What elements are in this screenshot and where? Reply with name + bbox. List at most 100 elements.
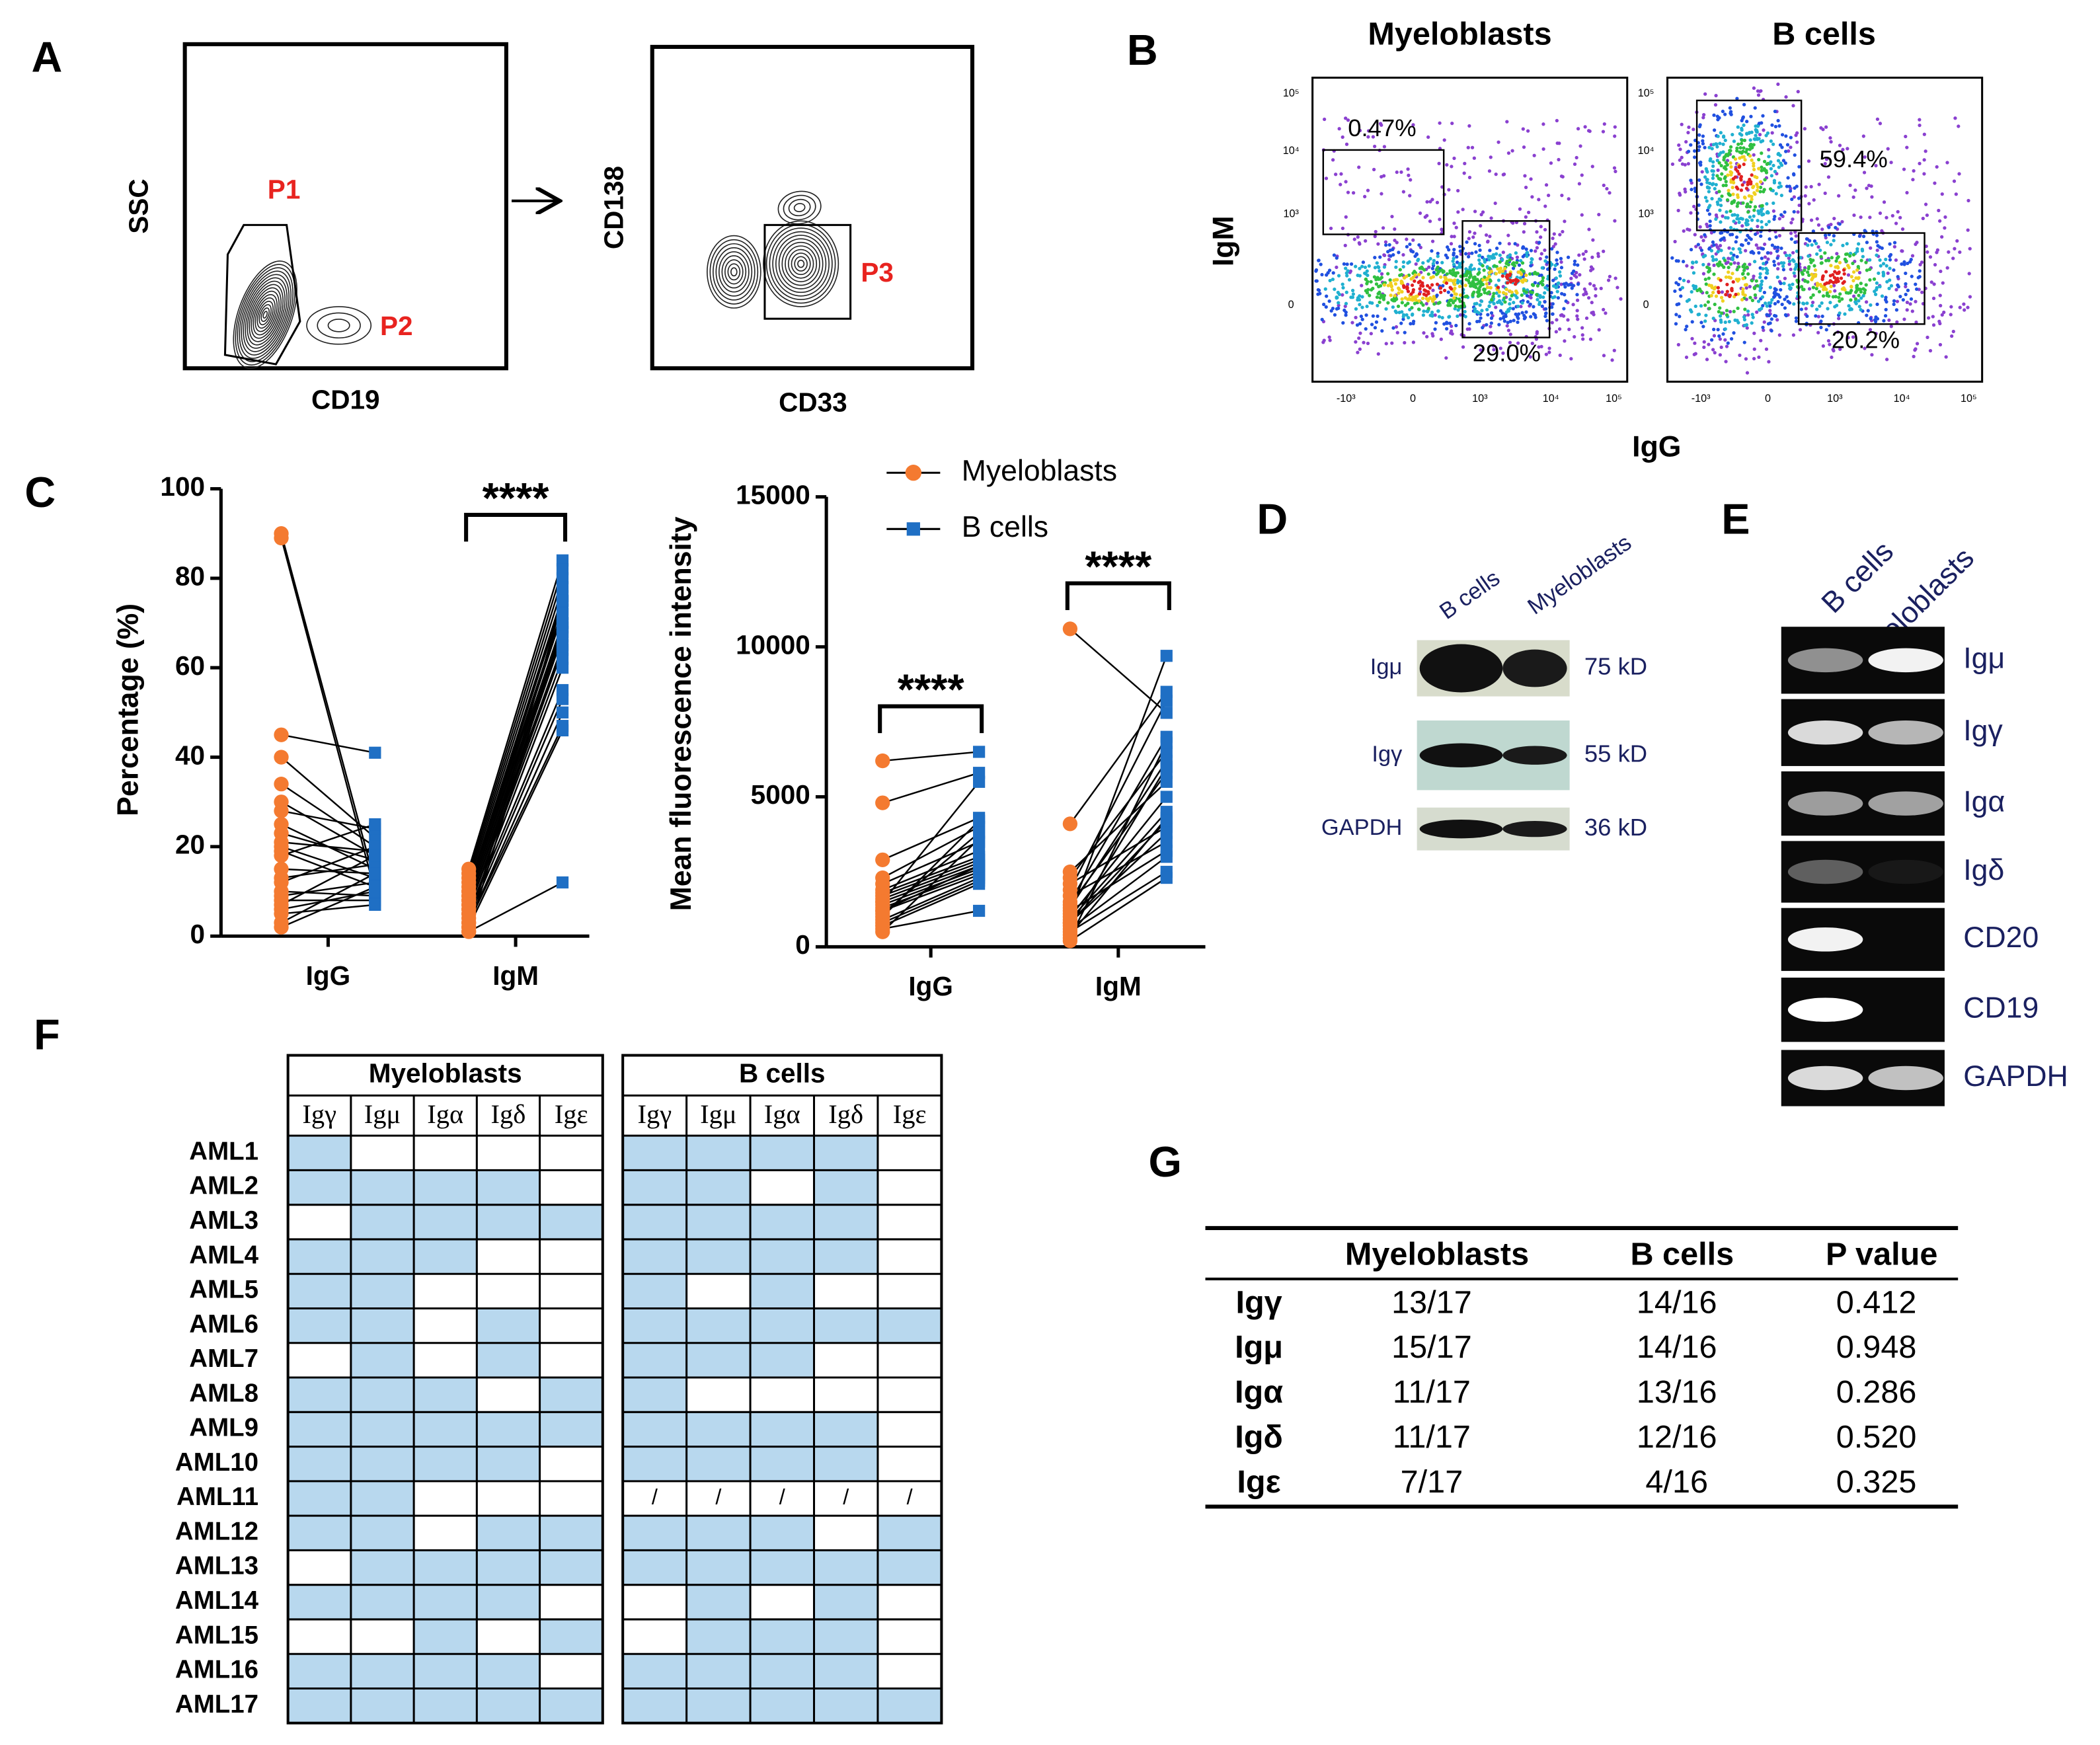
x-tick-label: -10³ (1692, 393, 1711, 405)
event-dot (1801, 301, 1805, 305)
event-dot (1759, 234, 1763, 238)
event-dot (1697, 312, 1701, 317)
data-point (369, 898, 381, 911)
event-dot (1543, 291, 1547, 295)
event-dot (1740, 138, 1744, 142)
event-dot (1473, 242, 1477, 246)
event-dot (1692, 271, 1696, 275)
event-dot (1370, 323, 1374, 327)
event-dot (1742, 146, 1746, 150)
event-dot (1699, 249, 1704, 252)
event-dot (1901, 298, 1905, 302)
event-dot (1358, 322, 1362, 326)
cell (414, 1136, 477, 1171)
event-dot (1502, 296, 1506, 300)
event-dot (1439, 337, 1443, 341)
event-dot (1835, 256, 1840, 260)
event-dot (1766, 251, 1770, 255)
event-dot (1714, 217, 1718, 221)
event-dot (1707, 186, 1711, 190)
event-dot (1736, 306, 1740, 311)
contour (707, 235, 761, 309)
pair-line (468, 725, 564, 923)
cell (750, 1342, 814, 1378)
event-dot (1814, 286, 1818, 291)
event-dot (1699, 163, 1703, 167)
event-dot (1445, 163, 1449, 167)
event-dot (1806, 280, 1810, 284)
event-dot (1381, 226, 1385, 230)
x-tick-label: IgG (306, 960, 351, 991)
event-dot (1586, 295, 1591, 300)
event-dot (1758, 275, 1762, 280)
event-dot (1754, 134, 1758, 137)
event-dot (1837, 295, 1841, 299)
cell (350, 1688, 414, 1723)
cell (539, 1654, 603, 1689)
panel-label: C (24, 468, 56, 516)
event-dot (1569, 357, 1573, 361)
cell (814, 1619, 878, 1654)
event-dot (1738, 251, 1742, 254)
event-dot (1540, 266, 1544, 270)
event-dot (1438, 301, 1442, 305)
row-label: AML17 (175, 1690, 258, 1719)
pair-line (1069, 796, 1167, 917)
event-dot (1820, 301, 1824, 305)
event-dot (1319, 262, 1323, 266)
event-dot (1524, 310, 1528, 314)
event-dot (1707, 190, 1711, 194)
event-dot (1407, 297, 1411, 301)
event-dot (1389, 293, 1393, 297)
event-dot (1679, 294, 1683, 298)
event-dot (1697, 133, 1701, 137)
event-dot (1411, 340, 1416, 344)
event-dot (1368, 293, 1372, 297)
event-dot (1559, 174, 1564, 178)
event-dot (1366, 288, 1370, 291)
row-label: AML12 (175, 1517, 258, 1545)
event-dot (1430, 310, 1434, 315)
event-dot (1758, 288, 1762, 293)
event-dot (1769, 167, 1773, 171)
event-dot (1804, 307, 1808, 311)
event-dot (1812, 264, 1816, 268)
event-dot (1713, 103, 1718, 107)
pair-line (468, 730, 564, 928)
data-point (875, 753, 890, 769)
event-dot (1740, 183, 1744, 187)
event-dot (1594, 293, 1598, 298)
event-dot (1461, 345, 1465, 349)
event-dot (1758, 190, 1762, 194)
event-dot (1740, 297, 1744, 302)
gate (763, 223, 852, 320)
event-dot (1872, 277, 1877, 281)
event-dot (1724, 167, 1728, 171)
event-dot (1816, 330, 1820, 334)
event-dot (1759, 338, 1763, 342)
annotation: **** (483, 474, 550, 522)
event-dot (1329, 226, 1333, 231)
event-dot (1411, 238, 1415, 242)
event-dot (1861, 134, 1865, 138)
event-dot (1535, 293, 1539, 297)
event-dot (1735, 254, 1739, 259)
row-label: AML6 (189, 1310, 258, 1338)
pair-line (281, 904, 375, 915)
event-dot (1422, 268, 1426, 272)
event-dot (1456, 314, 1459, 318)
event-dot (1367, 264, 1371, 268)
event-dot (1555, 318, 1559, 322)
cell (539, 1619, 603, 1654)
event-dot (1753, 205, 1758, 209)
event-dot (1736, 142, 1740, 146)
event-dot (1539, 344, 1543, 348)
event-dot (1838, 222, 1842, 226)
event-dot (1419, 245, 1422, 250)
event-dot (1710, 147, 1714, 151)
event-dot (1473, 231, 1477, 235)
event-dot (1740, 151, 1744, 155)
event-dot (1397, 288, 1401, 291)
blot-band (1502, 746, 1567, 765)
event-dot (1680, 122, 1684, 126)
